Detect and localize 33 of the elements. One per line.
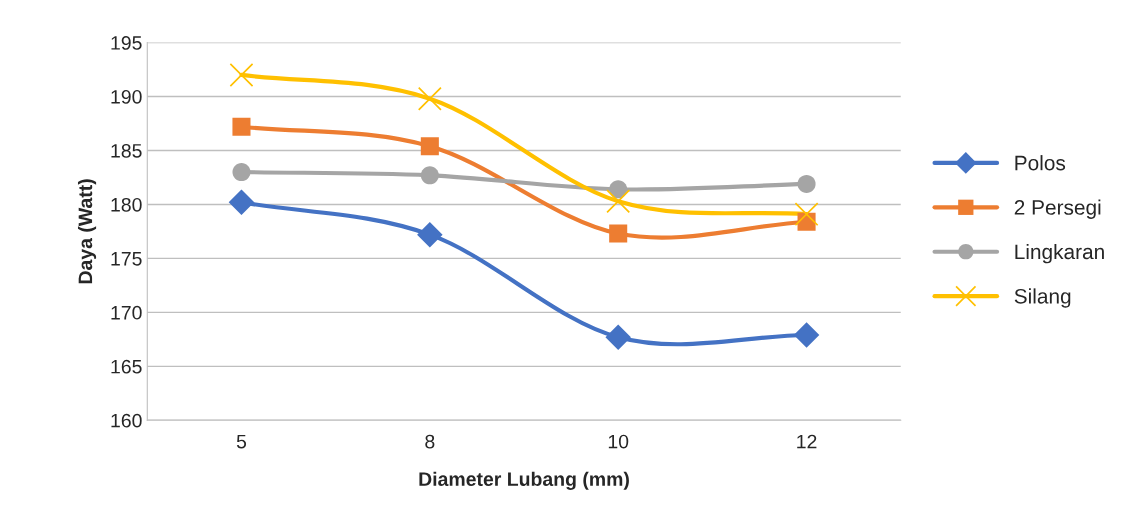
x-tick-label: 8: [425, 434, 435, 449]
point: [417, 221, 443, 248]
y-tick-label: 160: [111, 413, 142, 428]
point: [229, 62, 254, 87]
y-tick-label: 175: [111, 252, 142, 266]
x-tick-label: 12: [797, 434, 817, 449]
point: [609, 224, 628, 243]
point: [609, 180, 628, 199]
y-tick-label: 180: [111, 197, 142, 212]
point: [794, 202, 819, 227]
point: [793, 322, 820, 348]
point: [232, 117, 251, 136]
point: [417, 86, 442, 111]
x-axis-title: Diameter Lubang (mm): [419, 471, 629, 490]
point: [232, 163, 251, 182]
point: [606, 189, 631, 214]
legend-label: Polos: [1015, 155, 1066, 171]
point: [797, 174, 816, 193]
point: [420, 137, 439, 156]
y-axis-title: Daya (Watt): [77, 179, 97, 284]
x-tick-label: 5: [236, 434, 247, 449]
legend-label: Silang: [1014, 288, 1071, 308]
legend-label: Lingkaran: [1015, 243, 1104, 264]
legend-label: 2 Persegi: [1014, 199, 1101, 219]
point: [228, 189, 255, 216]
x-tick-label: 10: [608, 434, 629, 449]
y-tick-label: 195: [111, 36, 142, 50]
y-tick-label: 185: [111, 143, 142, 158]
point: [420, 166, 439, 185]
y-tick-label: 190: [111, 89, 142, 104]
y-tick-label: 170: [111, 305, 142, 320]
y-tick-label: 165: [111, 359, 142, 374]
point: [605, 324, 631, 350]
